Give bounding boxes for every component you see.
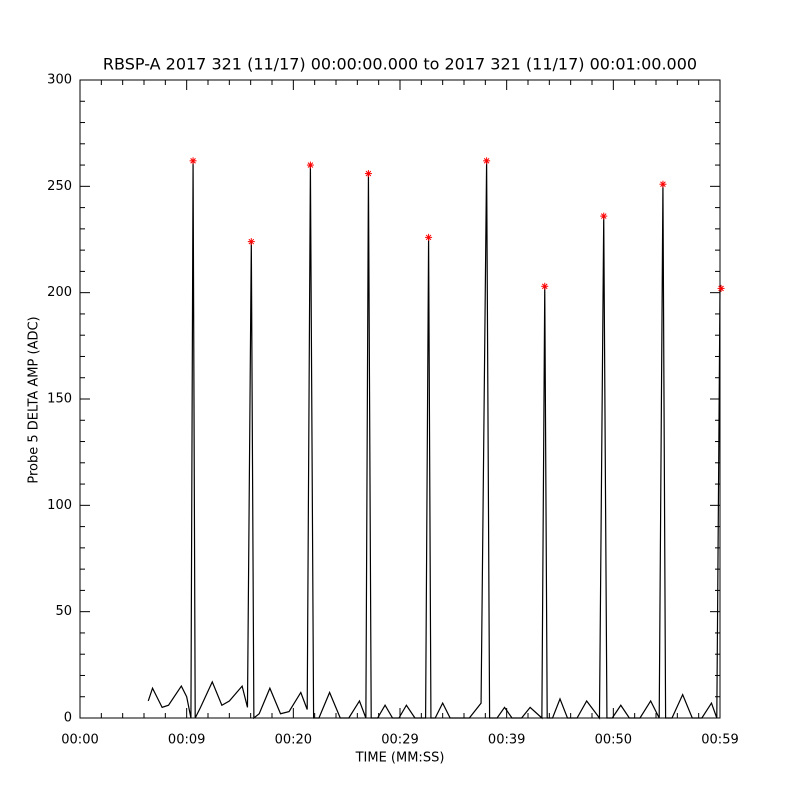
marker-stroke <box>425 234 432 241</box>
x-tick-label: 00:20 <box>275 733 312 748</box>
plot-frame <box>79 79 721 719</box>
y-tick-label: 150 <box>47 392 72 407</box>
x-tick-label: 00:09 <box>168 733 205 748</box>
peak-marker <box>247 238 255 246</box>
marker-stroke <box>660 181 666 188</box>
marker-stroke <box>190 158 196 164</box>
x-tick-label: 00:29 <box>381 733 418 748</box>
y-tick-label: 100 <box>47 498 72 513</box>
x-tick-label: 00:59 <box>701 733 738 748</box>
y-tick-label: 200 <box>47 285 72 300</box>
marker-stroke <box>483 158 490 164</box>
peak-marker <box>425 233 433 241</box>
marker-stroke <box>365 170 372 177</box>
peak-marker <box>364 170 372 178</box>
peak-marker <box>189 157 197 165</box>
marker-stroke <box>248 238 255 245</box>
y-tick-label: 300 <box>47 73 72 88</box>
peak-marker <box>306 161 314 169</box>
marker-stroke <box>718 285 724 292</box>
peak-marker <box>483 157 491 165</box>
peak-marker <box>717 284 725 292</box>
peak-marker <box>600 212 608 220</box>
chart-title: RBSP-A 2017 321 (11/17) 00:00:00.000 to … <box>103 55 697 74</box>
x-tick-label: 00:39 <box>488 733 525 748</box>
x-axis-label: TIME (MM:SS) <box>355 751 445 766</box>
y-tick-label: 250 <box>47 179 72 194</box>
signal-line <box>147 160 721 720</box>
y-tick-label: 0 <box>64 711 72 726</box>
peak-marker <box>541 282 549 290</box>
peak-marker <box>659 180 667 188</box>
marker-stroke <box>541 283 548 290</box>
x-tick-label: 00:00 <box>61 733 98 748</box>
x-tick-label: 00:50 <box>595 733 632 748</box>
y-axis-label: Probe 5 DELTA AMP (ADC) <box>27 316 42 483</box>
marker-stroke <box>600 213 607 219</box>
y-tick-label: 50 <box>55 604 72 619</box>
marker-stroke <box>307 162 314 168</box>
